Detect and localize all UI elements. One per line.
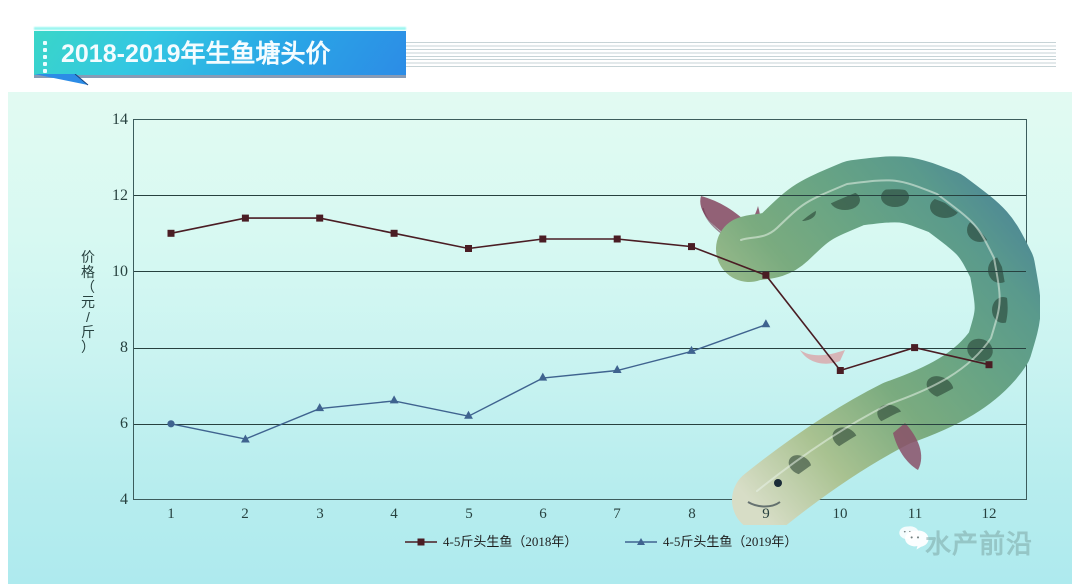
svg-text:4-5斤头生鱼（2019年）: 4-5斤头生鱼（2019年） — [663, 534, 797, 549]
svg-text:4-5斤头生鱼（2018年）: 4-5斤头生鱼（2018年） — [443, 534, 577, 549]
